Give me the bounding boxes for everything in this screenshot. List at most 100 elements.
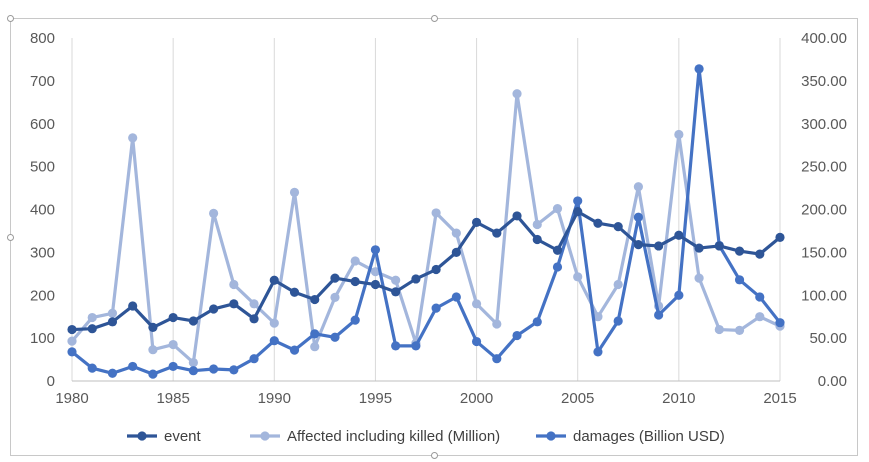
legend: event Affected including killed (Million)… [127, 428, 725, 445]
data-point [573, 207, 583, 217]
data-point [694, 243, 704, 253]
y-right-tick-label: 400.00 [801, 30, 847, 47]
y-left-tick-label: 200 [30, 287, 55, 304]
y-left-tick-label: 500 [30, 159, 55, 176]
data-point [552, 262, 563, 272]
data-point [330, 332, 340, 342]
data-point [613, 279, 623, 290]
data-point [209, 208, 219, 218]
data-point [128, 133, 138, 143]
data-point [532, 219, 542, 230]
data-point [674, 230, 684, 240]
data-point [87, 363, 97, 373]
series-line [70, 92, 781, 365]
data-point [714, 324, 724, 335]
data-point [593, 218, 603, 228]
y-left-tick-label: 800 [30, 30, 55, 47]
data-point [633, 240, 644, 250]
y-left-tick-label: 100 [30, 330, 55, 347]
data-point [573, 196, 583, 206]
data-point [633, 182, 644, 192]
data-point [613, 316, 623, 326]
data-point [552, 245, 563, 255]
data-point [67, 324, 77, 335]
data-point [310, 342, 320, 352]
data-point [310, 329, 320, 339]
data-point [229, 279, 239, 290]
x-tick-label: 1990 [258, 390, 291, 407]
data-point [451, 228, 461, 238]
data-point [451, 247, 461, 257]
data-point [755, 292, 765, 302]
resize-handle-bottom-center[interactable] [431, 452, 438, 459]
data-point [532, 317, 542, 327]
data-point [755, 249, 765, 259]
legend-item: event [127, 428, 202, 445]
data-point [67, 347, 77, 357]
x-tick-label: 1995 [359, 390, 392, 407]
resize-handle-top-center[interactable] [431, 15, 438, 22]
data-point [593, 347, 603, 357]
data-point [148, 369, 158, 379]
data-point [714, 241, 724, 251]
y-left-tick-label: 700 [30, 73, 55, 90]
data-point [188, 357, 198, 368]
data-point [269, 275, 279, 285]
y-left-tick-label: 300 [30, 244, 55, 261]
data-point [168, 312, 178, 323]
data-point [734, 325, 745, 336]
data-point [370, 279, 381, 290]
data-point [431, 303, 441, 313]
legend-label: event [164, 428, 202, 445]
data-point [229, 365, 239, 375]
data-point [107, 317, 118, 327]
data-point [148, 322, 158, 333]
data-point [330, 292, 340, 302]
x-tick-label: 2000 [460, 390, 493, 407]
data-point [734, 275, 745, 285]
x-tick-label: 2005 [561, 390, 594, 407]
data-point [107, 308, 118, 318]
x-tick-label: 1985 [156, 390, 189, 407]
data-point [532, 234, 542, 245]
series-damages-billion-usd [67, 64, 785, 379]
legend-swatch-marker [137, 431, 147, 441]
legend-item: Affected including killed (Million) [250, 428, 500, 445]
y-right-tick-label: 300.00 [801, 116, 847, 133]
data-point [674, 290, 684, 300]
series-event [67, 207, 785, 335]
data-point [87, 324, 97, 334]
data-point [451, 292, 461, 302]
data-point [674, 129, 684, 140]
data-point [87, 312, 97, 323]
data-point [249, 354, 259, 364]
series-line [70, 67, 782, 376]
data-point [512, 211, 522, 221]
data-point [269, 336, 279, 346]
data-point [289, 287, 300, 297]
resize-handle-middle-left[interactable] [7, 234, 14, 241]
chart-frame[interactable] [7, 15, 858, 459]
data-point [168, 339, 178, 350]
data-point [654, 310, 664, 320]
legend-label: damages (Billion USD) [573, 428, 725, 445]
data-point [289, 345, 300, 355]
legend-item: damages (Billion USD) [536, 428, 725, 445]
data-point [128, 301, 138, 311]
data-point [148, 345, 158, 355]
y-right-tick-label: 0.00 [818, 373, 847, 390]
data-point [350, 315, 360, 325]
data-point [492, 319, 502, 329]
data-point [471, 336, 482, 347]
x-tick-label: 2015 [763, 390, 796, 407]
data-point [188, 366, 198, 376]
data-point [350, 256, 360, 266]
data-point [249, 314, 259, 324]
data-point [310, 294, 320, 305]
y-right-tick-label: 150.00 [801, 244, 847, 261]
resize-handle-top-left[interactable] [7, 15, 14, 22]
data-point [209, 304, 219, 314]
y-left-tick-label: 0 [47, 373, 55, 390]
data-point [391, 275, 401, 285]
